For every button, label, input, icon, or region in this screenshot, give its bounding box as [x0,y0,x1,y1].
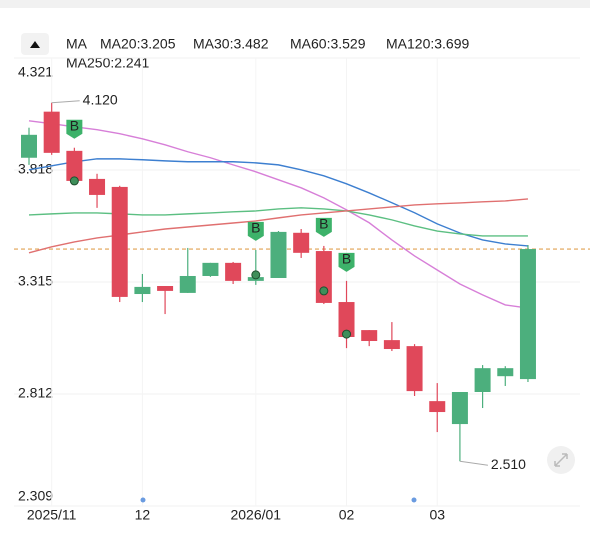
annotation: 2.510 [491,456,526,472]
annotation-leader [51,100,80,104]
candle-body [43,111,60,153]
signal-badge [338,252,355,272]
legend-item: MA30:3.482 [193,36,269,52]
candle-body [270,231,287,278]
top-bar [0,0,590,8]
legend-item: MA20:3.205 [100,36,176,52]
legend: MA20:3.205 MA30:3.482 MA60:3.529 MA120:3.69… [66,36,469,71]
signal-badge [247,221,264,241]
x-tick-label: 2026/01 [230,507,281,523]
legend-item: MA60:3.529 [290,36,366,52]
signal-label: B [319,216,328,232]
candle-body [179,275,196,293]
candle-body [497,368,514,377]
ma-line [28,158,529,247]
candle-body [111,186,128,297]
candle-body [225,262,242,281]
x-tick-label: 12 [135,507,151,523]
candle-body [66,150,83,181]
candle-body [383,340,400,350]
candle-body [429,401,446,413]
candle-body [21,134,37,158]
ma-line [28,120,529,309]
signal-dot [69,176,79,186]
indicator-label: MA [66,36,88,52]
legend-item: MA120:3.699 [386,36,469,52]
signal-label: B [342,251,351,267]
x-tick-label: 02 [339,507,355,523]
y-tick-label: 2.309 [18,488,53,504]
x-tick-label: 2025/11 [27,507,77,523]
x-tick-label: 03 [429,507,445,523]
y-tick-label: 3.315 [18,273,53,289]
candle-body [293,232,310,253]
event-dot [140,497,146,503]
candle-body [451,391,468,425]
legend-item: MA250:2.241 [66,55,149,71]
signal-label: B [251,220,260,236]
annotation: 4.120 [83,91,118,107]
candle-body [157,286,174,291]
signal-dot [251,270,261,280]
y-tick-label: 2.812 [18,385,53,401]
reset-icon [554,453,568,467]
signal-badge [66,119,83,139]
y-tick-label: 4.321 [18,64,53,80]
signal-label: B [70,117,79,133]
candle-body [202,262,219,276]
signal-badge [315,217,332,237]
collapse-icon [30,41,40,48]
candle-body [474,368,491,392]
candle-body [89,178,106,195]
annotation-leader [459,460,488,466]
candle-body [134,286,151,295]
signal-dot [342,329,352,339]
candle-body [338,302,355,337]
event-dot [411,497,417,503]
candle-body [361,330,378,342]
signal-dot [319,286,329,296]
candle-body [406,346,423,392]
candle-body [519,249,536,380]
